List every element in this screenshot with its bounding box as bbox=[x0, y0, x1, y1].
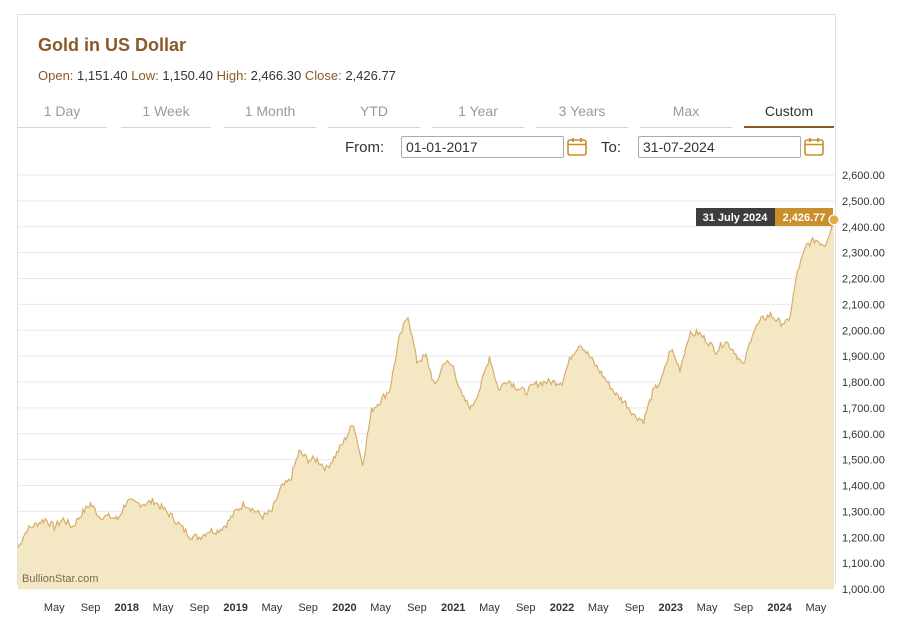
last-price-marker bbox=[828, 214, 840, 226]
tooltip-date: 31 July 2024 bbox=[703, 212, 769, 224]
to-date-input[interactable] bbox=[638, 136, 801, 158]
x-tick-label: 2022 bbox=[550, 602, 574, 614]
x-tick-label: May bbox=[370, 602, 391, 614]
y-tick-label: 1,800.00 bbox=[842, 377, 885, 389]
tooltip-value-box bbox=[775, 208, 833, 226]
tab-1-week[interactable]: 1 Week bbox=[121, 98, 211, 128]
tab-max[interactable]: Max bbox=[640, 98, 732, 128]
y-tick-label: 2,500.00 bbox=[842, 196, 885, 208]
price-tooltip: 31 July 2024 2,426.77 bbox=[696, 208, 833, 226]
x-axis: May Sep 2018 May Sep 2019 May Sep 2020 May Sep 2021… bbox=[44, 602, 827, 614]
close-value: 2,426.77 bbox=[345, 68, 396, 83]
tab-3-years[interactable]: 3 Years bbox=[536, 98, 628, 128]
y-tick-label: 2,300.00 bbox=[842, 248, 885, 260]
y-tick-label: 2,200.00 bbox=[842, 274, 885, 286]
high-value: 2,466.30 bbox=[250, 68, 302, 83]
close-label: Close: bbox=[304, 68, 342, 83]
tab-custom[interactable]: Custom bbox=[744, 98, 834, 128]
y-axis: 1,000.00 1,100.00 1,200.00 1,300.00 1,400.00… bbox=[842, 170, 885, 596]
y-tick-label: 2,400.00 bbox=[842, 222, 885, 234]
tab-1-month[interactable]: 1 Month bbox=[224, 98, 316, 128]
x-tick-label: Sep bbox=[625, 602, 645, 614]
y-tick-label: 1,300.00 bbox=[842, 506, 885, 518]
y-tick-label: 1,400.00 bbox=[842, 481, 885, 493]
y-tick-label: 1,200.00 bbox=[842, 532, 885, 544]
x-tick-label: 2018 bbox=[115, 602, 139, 614]
from-calendar-icon[interactable] bbox=[566, 136, 588, 158]
x-tick-label: May bbox=[697, 602, 718, 614]
price-stats: Open: 1,151.40 Low: 1,150.40 High: 2,466… bbox=[38, 68, 396, 83]
tooltip-value: 2,426.77 bbox=[783, 212, 826, 224]
x-tick-label: Sep bbox=[407, 602, 427, 614]
x-tick-label: 2021 bbox=[441, 602, 465, 614]
y-tick-label: 2,100.00 bbox=[842, 299, 885, 311]
high-label: High: bbox=[216, 68, 247, 83]
tab-1-day[interactable]: 1 Day bbox=[17, 98, 107, 128]
tab-ytd[interactable]: YTD bbox=[328, 98, 420, 128]
x-tick-label: 2023 bbox=[659, 602, 683, 614]
y-tick-label: 1,000.00 bbox=[842, 584, 885, 596]
watermark: BullionStar.com bbox=[22, 573, 98, 585]
x-tick-label: Sep bbox=[81, 602, 101, 614]
open-value: 1,151.40 bbox=[77, 68, 128, 83]
low-value: 1,150.40 bbox=[162, 68, 213, 83]
to-calendar-icon[interactable] bbox=[803, 136, 825, 158]
x-tick-label: Sep bbox=[734, 602, 754, 614]
x-tick-label: Sep bbox=[298, 602, 318, 614]
x-tick-label: May bbox=[479, 602, 500, 614]
tooltip-date-box bbox=[696, 208, 775, 226]
open-label: Open: bbox=[38, 68, 74, 83]
page-title: Gold in US Dollar bbox=[38, 35, 187, 55]
x-tick-label: Sep bbox=[516, 602, 536, 614]
tab-1-year[interactable]: 1 Year bbox=[432, 98, 524, 128]
y-tick-label: 2,000.00 bbox=[842, 325, 885, 337]
low-label: Low: bbox=[131, 68, 159, 83]
period-tabs: 1 Day 1 Week 1 Month YTD 1 Year 3 Years … bbox=[17, 98, 834, 128]
x-tick-label: May bbox=[44, 602, 65, 614]
y-tick-label: 1,600.00 bbox=[842, 429, 885, 441]
x-tick-label: May bbox=[153, 602, 174, 614]
x-tick-label: May bbox=[805, 602, 826, 614]
x-tick-label: 2020 bbox=[332, 602, 356, 614]
x-tick-label: 2024 bbox=[767, 602, 792, 614]
price-line bbox=[17, 219, 835, 548]
y-tick-label: 1,500.00 bbox=[842, 455, 885, 467]
x-tick-label: Sep bbox=[190, 602, 210, 614]
y-tick-label: 1,900.00 bbox=[842, 351, 885, 363]
from-label: From: bbox=[345, 139, 385, 156]
y-tick-label: 1,100.00 bbox=[842, 558, 885, 570]
x-tick-label: May bbox=[261, 602, 282, 614]
x-tick-label: 2019 bbox=[223, 602, 247, 614]
price-area bbox=[18, 219, 834, 590]
y-tick-label: 2,600.00 bbox=[842, 170, 885, 182]
from-date-input[interactable] bbox=[401, 136, 564, 158]
x-tick-label: May bbox=[588, 602, 609, 614]
y-tick-label: 1,700.00 bbox=[842, 403, 885, 415]
to-label: To: bbox=[601, 139, 622, 156]
